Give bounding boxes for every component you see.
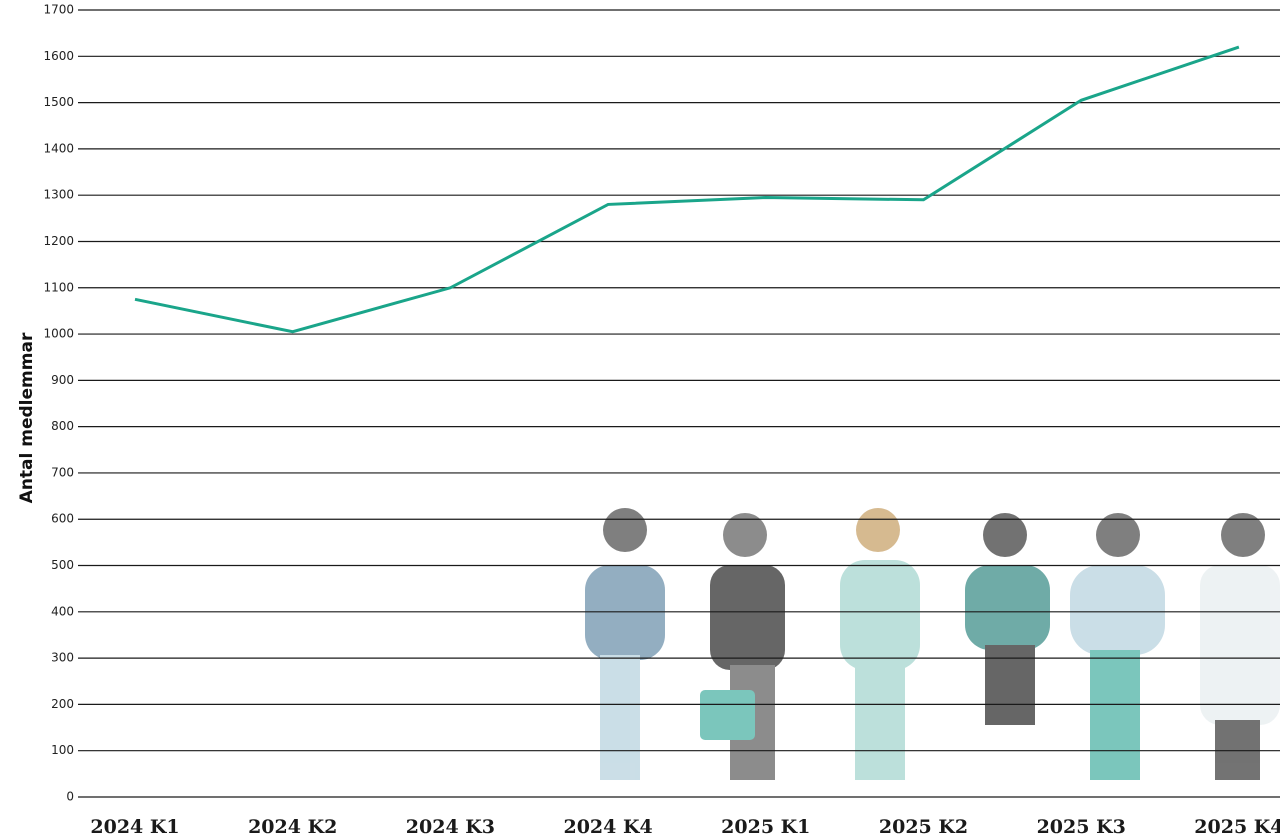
y-tick-label: 1100 (43, 280, 74, 294)
x-tick-label: 2024 K3 (406, 816, 495, 837)
x-tick-label: 2024 K1 (90, 816, 179, 837)
y-tick-label: 1500 (43, 95, 74, 109)
y-tick-label: 1600 (43, 49, 74, 63)
illustration (585, 508, 1280, 780)
y-tick-label: 700 (51, 465, 74, 479)
y-tick-label: 200 (51, 697, 74, 711)
y-tick-label: 800 (51, 419, 74, 433)
y-tick-label: 400 (51, 604, 74, 618)
data-line (134, 45, 1240, 334)
x-tick-label: 2025 K1 (721, 816, 810, 837)
y-tick-label: 1700 (43, 3, 74, 17)
y-tick-label: 1400 (43, 141, 74, 155)
y-tick-label: 900 (51, 373, 74, 387)
y-tick-label: 500 (51, 558, 74, 572)
y-tick-label: 0 (66, 790, 74, 804)
y-tick-label: 1300 (43, 188, 74, 202)
y-tick-label: 1200 (43, 234, 74, 248)
x-tick-label: 2025 K2 (879, 816, 968, 837)
y-axis-label: Antal medlemmar (17, 332, 37, 503)
y-tick-label: 300 (51, 651, 74, 665)
y-tick-label: 100 (51, 743, 74, 757)
x-tick-label: 2025 K4 (1194, 816, 1280, 837)
x-tick-label: 2024 K4 (563, 816, 652, 837)
x-tick-label: 2024 K2 (248, 816, 337, 837)
x-tick-label: 2025 K3 (1037, 816, 1126, 837)
y-tick-label: 1000 (43, 327, 74, 341)
y-tick-label: 600 (51, 512, 74, 526)
